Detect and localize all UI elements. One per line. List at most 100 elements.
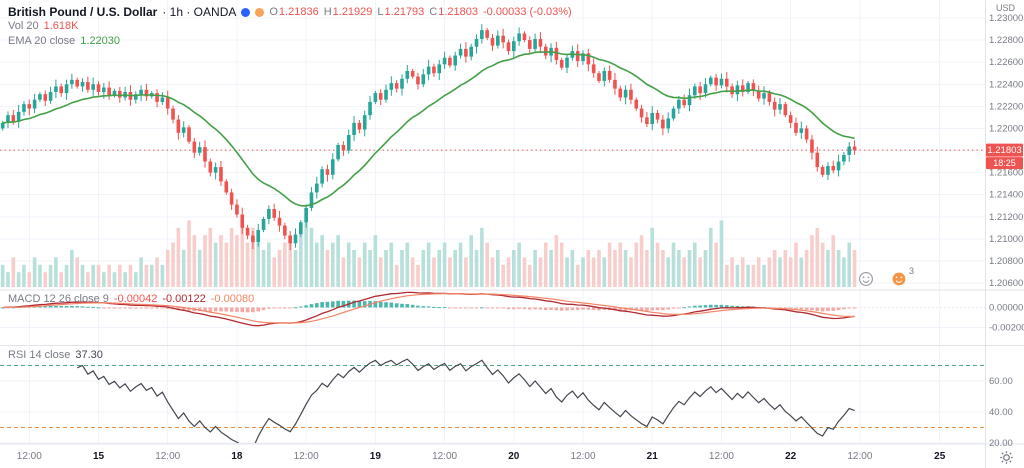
candle-body[interactable] — [394, 83, 399, 89]
candle-body[interactable] — [6, 115, 10, 123]
candle-body[interactable] — [623, 89, 628, 98]
candle-body[interactable] — [591, 64, 596, 74]
candle-body[interactable] — [240, 214, 245, 228]
candle-body[interactable] — [421, 74, 426, 85]
emoji-reaction-button[interactable] — [857, 271, 874, 288]
candle-body[interactable] — [677, 99, 681, 109]
candle-body[interactable] — [208, 161, 213, 173]
candle-body[interactable] — [416, 76, 420, 85]
candle-body[interactable] — [772, 101, 777, 110]
candle-body[interactable] — [229, 192, 234, 205]
candle-body[interactable] — [469, 46, 474, 57]
ideas-button[interactable]: 3 — [890, 266, 914, 288]
candle-body[interactable] — [794, 122, 798, 133]
candle-body[interactable] — [511, 41, 516, 52]
candle-body[interactable] — [432, 66, 436, 74]
candle-body[interactable] — [96, 84, 101, 92]
candle-body[interactable] — [43, 94, 48, 101]
candle-body[interactable] — [400, 78, 404, 89]
candle-body[interactable] — [70, 79, 74, 85]
candle-body[interactable] — [283, 225, 287, 236]
candle-body[interactable] — [767, 93, 772, 102]
candle-body[interactable] — [559, 59, 564, 68]
candle-body[interactable] — [804, 128, 809, 140]
candle-body[interactable] — [554, 47, 559, 60]
candle-body[interactable] — [165, 97, 170, 109]
candle-body[interactable] — [820, 167, 825, 175]
candle-body[interactable] — [740, 85, 745, 92]
blue-dot-icon[interactable] — [241, 7, 251, 17]
candle-body[interactable] — [756, 90, 761, 99]
candle-body[interactable] — [192, 141, 197, 153]
candle-body[interactable] — [613, 79, 617, 89]
candle-body[interactable] — [373, 93, 378, 102]
candle-body[interactable] — [102, 87, 106, 92]
candle-body[interactable] — [224, 181, 229, 193]
candle-body[interactable] — [602, 71, 607, 81]
candle-body[interactable] — [336, 144, 340, 160]
candle-body[interactable] — [442, 57, 447, 65]
candle-body[interactable] — [155, 93, 159, 102]
candle-body[interactable] — [357, 122, 362, 130]
candle-body[interactable] — [666, 118, 671, 129]
candle-body[interactable] — [426, 66, 431, 75]
candle-body[interactable] — [746, 83, 750, 92]
candle-body[interactable] — [261, 218, 266, 231]
candle-body[interactable] — [235, 204, 239, 215]
candle-body[interactable] — [181, 127, 186, 133]
candle-body[interactable] — [703, 84, 708, 94]
symbol-title[interactable]: British Pound / U.S. Dollar — [8, 5, 158, 19]
candle-body[interactable] — [458, 48, 463, 56]
candle-body[interactable] — [389, 83, 394, 90]
candle-body[interactable] — [368, 101, 372, 116]
candle-body[interactable] — [543, 46, 548, 56]
candle-body[interactable] — [309, 192, 314, 208]
candle-body[interactable] — [112, 90, 117, 96]
candle-body[interactable] — [59, 86, 64, 94]
candle-body[interactable] — [378, 93, 383, 100]
candle-body[interactable] — [288, 235, 292, 244]
candle-body[interactable] — [730, 86, 734, 95]
candle-body[interactable] — [144, 89, 149, 97]
candle-body[interactable] — [527, 40, 532, 49]
volume-legend[interactable]: Vol 20 1.618K — [8, 20, 78, 32]
candle-body[interactable] — [708, 77, 713, 85]
candle-body[interactable] — [277, 217, 282, 226]
candle-body[interactable] — [496, 35, 500, 46]
candle-body[interactable] — [267, 209, 271, 219]
candle-body[interactable] — [139, 89, 143, 95]
candle-body[interactable] — [203, 147, 207, 162]
candle-body[interactable] — [687, 95, 692, 106]
candle-body[interactable] — [314, 183, 319, 193]
candle-body[interactable] — [847, 146, 852, 155]
candle-body[interactable] — [160, 97, 165, 102]
candle-body[interactable] — [453, 55, 458, 66]
candle-body[interactable] — [133, 94, 138, 100]
candle-body[interactable] — [724, 78, 729, 87]
candle-body[interactable] — [27, 104, 32, 109]
candle-body[interactable] — [682, 99, 686, 106]
candle-body[interactable] — [213, 167, 218, 173]
candle-body[interactable] — [490, 37, 495, 46]
candle-body[interactable] — [607, 71, 612, 80]
candle-body[interactable] — [714, 77, 718, 86]
candle-body[interactable] — [506, 42, 511, 52]
candle-body[interactable] — [86, 82, 90, 90]
candle-body[interactable] — [48, 91, 53, 101]
candle-body[interactable] — [117, 90, 122, 98]
candle-body[interactable] — [581, 53, 585, 62]
candle-body[interactable] — [341, 144, 346, 151]
candle-body[interactable] — [831, 165, 836, 171]
candle-body[interactable] — [762, 93, 766, 99]
candle-body[interactable] — [842, 154, 846, 162]
candle-body[interactable] — [810, 139, 814, 153]
candle-body[interactable] — [107, 87, 111, 96]
candle-body[interactable] — [836, 161, 841, 171]
candle-body[interactable] — [751, 83, 756, 91]
candle-body[interactable] — [533, 38, 537, 49]
candle-body[interactable] — [256, 230, 261, 243]
candle-body[interactable] — [346, 135, 351, 151]
candle-body[interactable] — [693, 86, 697, 96]
